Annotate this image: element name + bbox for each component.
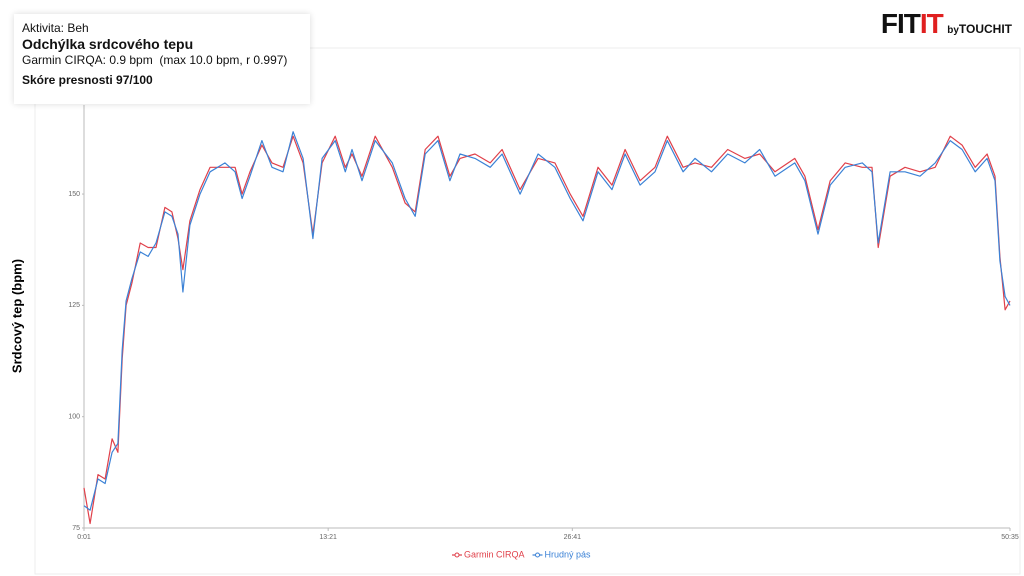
legend-label: Garmin CIRQA (464, 549, 525, 559)
detail: Garmin CIRQA: 0.9 bpm (max 10.0 bpm, r 0… (22, 53, 288, 67)
heading: Odchýlka srdcového tepu (22, 36, 194, 52)
info-box: Aktivita: Beh Odchýlka srdcového tepu Ga… (14, 14, 310, 104)
logo-fit: FIT (880, 8, 921, 39)
y-tick-label: 100 (68, 414, 80, 421)
y-tick-label: 125 (68, 302, 80, 309)
score: Skóre presnosti 97/100 (22, 73, 153, 87)
logo-it: IT (919, 8, 944, 39)
y-axis-label: Srdcový tep (bpm) (9, 259, 24, 373)
legend-marker (454, 552, 460, 558)
logo-brand: TOUCHIT (958, 22, 1012, 36)
logo: FITIT byTOUCHIT (881, 8, 1012, 40)
chart-frame (34, 47, 1021, 575)
legend-label: Hrudný pás (545, 549, 592, 559)
logo-by: by (947, 25, 959, 36)
legend-marker (535, 552, 541, 558)
activity: Aktivita: Beh (22, 21, 89, 35)
y-tick-label: 75 (72, 525, 80, 532)
series-line (83, 135, 1011, 525)
x-tick-label: 50:35 (1001, 534, 1019, 541)
x-tick-label: 26:41 (564, 534, 582, 541)
x-tick-label: 13:21 (319, 534, 337, 541)
y-tick-label: 150 (68, 191, 80, 198)
series-line (83, 131, 1011, 511)
x-tick-label: 0:01 (77, 534, 91, 541)
